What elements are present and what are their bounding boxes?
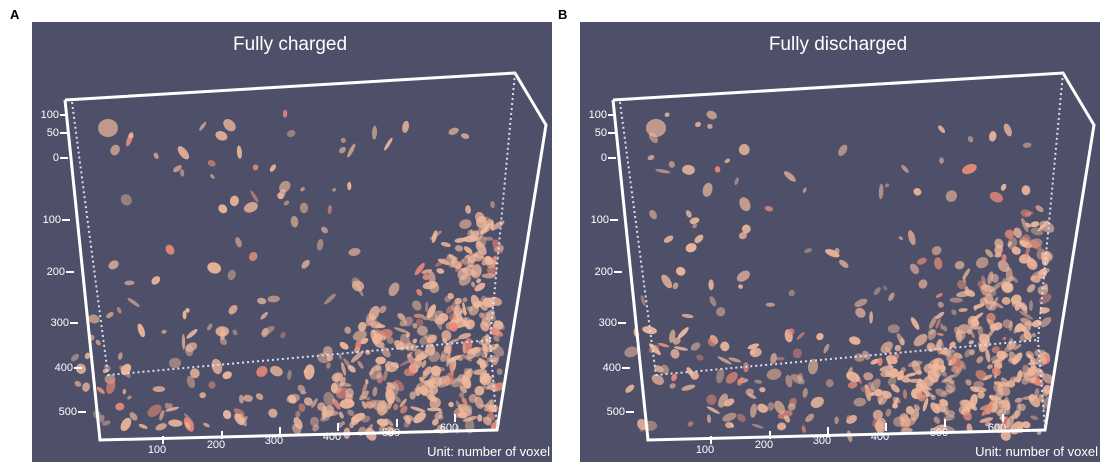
y-tick-label: 100 xyxy=(589,109,607,121)
page: {"panels": [ {"label": "A", "title": "Fu… xyxy=(0,0,1107,462)
y-tick-label: 500 xyxy=(607,406,625,418)
particle xyxy=(423,274,430,280)
panel-label: B xyxy=(558,7,567,22)
x-tick-label: 100 xyxy=(148,444,166,456)
x-tick-label: 100 xyxy=(696,444,714,456)
y-tick-label: 300 xyxy=(599,317,617,329)
panel: A100500100200300400500100200300400500600… xyxy=(10,7,552,462)
x-tick-label: 500 xyxy=(930,427,948,439)
particle xyxy=(482,273,496,278)
y-tick-label: 0 xyxy=(53,152,59,164)
figure: A100500100200300400500100200300400500600… xyxy=(0,0,1107,462)
x-tick-label: 300 xyxy=(813,435,831,447)
x-tick-label: 300 xyxy=(265,435,283,447)
y-tick-label: 100 xyxy=(43,214,61,226)
x-tick-label: 200 xyxy=(207,439,225,451)
particle xyxy=(98,119,118,137)
y-tick-label: 400 xyxy=(603,362,621,374)
title: Fully charged xyxy=(233,34,347,55)
y-tick-label: 100 xyxy=(41,109,59,121)
title: Fully discharged xyxy=(769,34,907,55)
y-tick-label: 0 xyxy=(601,152,607,164)
x-tick-label: 200 xyxy=(755,439,773,451)
y-tick-label: 50 xyxy=(595,127,607,139)
x-tick-label: 600 xyxy=(988,422,1006,434)
particle xyxy=(417,326,428,336)
x-tick-label: 400 xyxy=(323,431,341,443)
panel-label: A xyxy=(10,7,20,22)
y-tick-label: 500 xyxy=(59,406,77,418)
particle xyxy=(216,326,230,336)
y-tick-label: 200 xyxy=(595,266,613,278)
y-tick-label: 200 xyxy=(47,266,65,278)
x-tick-label: 500 xyxy=(382,427,400,439)
particle xyxy=(153,386,165,392)
unit-note: Unit: number of voxel xyxy=(975,444,1098,459)
y-tick-label: 300 xyxy=(51,317,69,329)
unit-note: Unit: number of voxel xyxy=(427,444,550,459)
y-tick-label: 400 xyxy=(55,362,73,374)
y-tick-label: 100 xyxy=(591,214,609,226)
particle xyxy=(646,119,666,137)
y-tick-label: 50 xyxy=(47,127,59,139)
x-tick-label: 400 xyxy=(871,431,889,443)
x-tick-label: 600 xyxy=(440,422,458,434)
